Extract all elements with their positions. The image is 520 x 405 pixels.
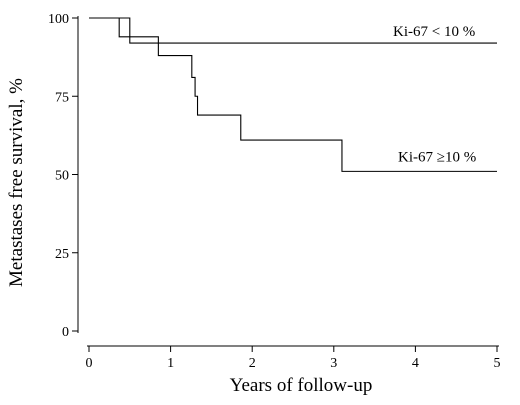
series-ki67-high-line xyxy=(89,17,497,172)
series-label-ki67-high: Ki-67 ≥10 % xyxy=(398,149,476,165)
series-group xyxy=(89,17,497,172)
axes xyxy=(77,16,499,347)
y-tick-label: 100 xyxy=(48,12,69,27)
x-tick-label: 5 xyxy=(494,356,501,371)
y-tick-label: 75 xyxy=(55,90,69,105)
series-label-ki67-low: Ki-67 < 10 % xyxy=(393,24,475,40)
x-tick-label: 1 xyxy=(167,356,174,371)
y-axis-title: Metastases free survival, % xyxy=(6,78,27,287)
y-tick-label: 0 xyxy=(62,325,69,340)
x-tick-label: 2 xyxy=(249,356,256,371)
x-tick-label: 3 xyxy=(330,356,337,371)
y-tick-label: 25 xyxy=(55,247,69,262)
x-tick-label: 4 xyxy=(412,356,419,371)
y-tick-label: 50 xyxy=(55,169,69,184)
x-axis-title: Years of follow-up xyxy=(230,375,373,396)
x-tick-label: 0 xyxy=(86,356,93,371)
